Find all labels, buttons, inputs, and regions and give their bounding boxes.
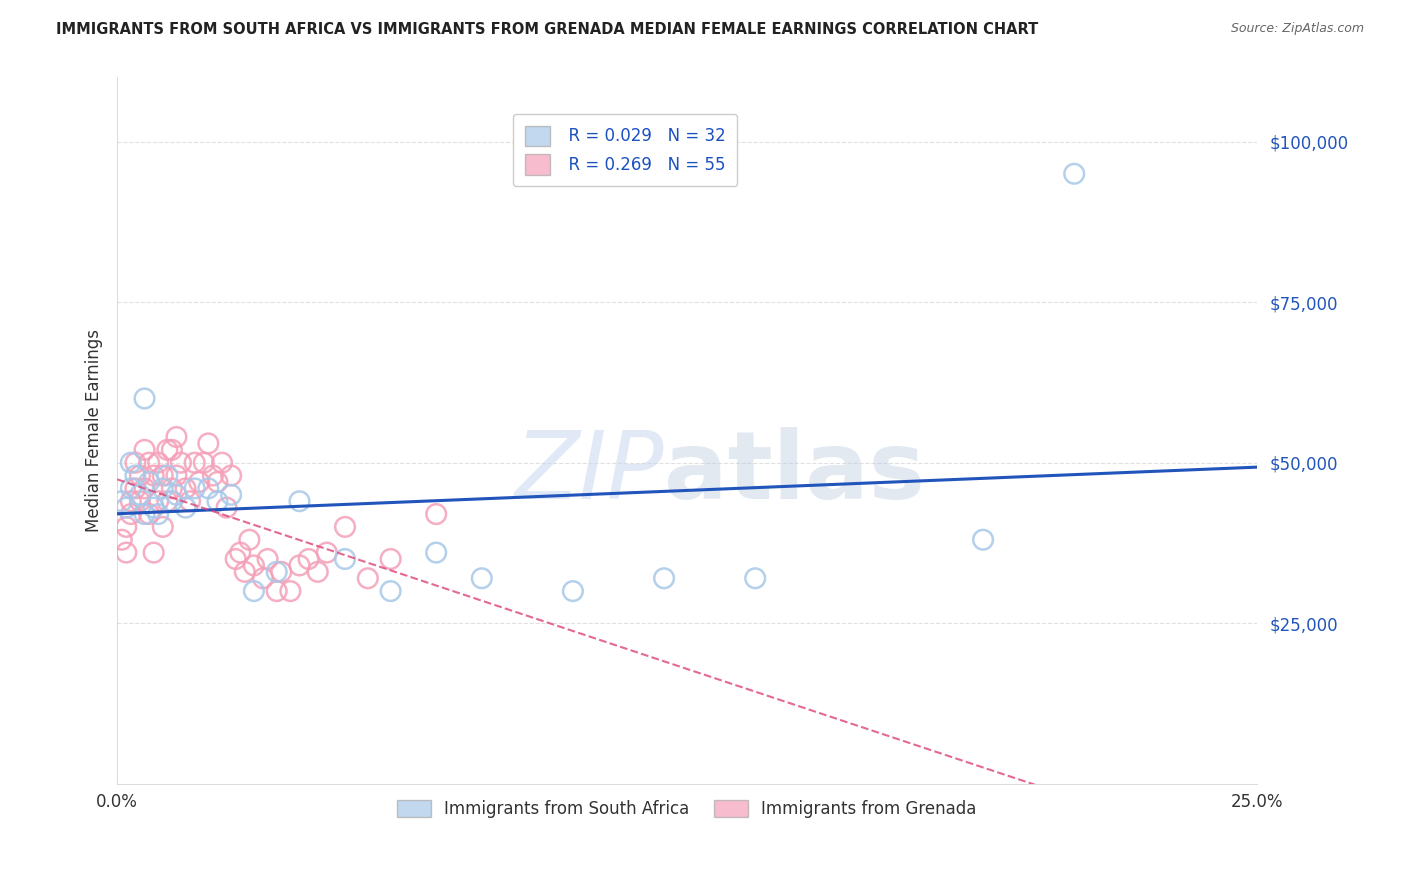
Point (148, 456, 170, 470)
Legend: Immigrants from South Africa, Immigrants from Grenada: Immigrants from South Africa, Immigrants… (391, 793, 983, 825)
Point (266, 565, 288, 579)
Point (219, 488, 242, 502)
Point (148, 494, 170, 508)
Point (243, 584, 266, 599)
Point (152, 468, 174, 483)
Point (148, 507, 170, 521)
Point (134, 507, 156, 521)
Point (197, 482, 219, 496)
Point (183, 482, 205, 496)
Point (219, 468, 242, 483)
Point (124, 456, 146, 470)
Point (142, 468, 165, 483)
Point (179, 494, 201, 508)
Point (152, 520, 174, 534)
Point (380, 552, 402, 566)
Point (188, 475, 211, 489)
Point (156, 494, 179, 508)
Point (134, 482, 156, 496)
Point (425, 545, 447, 559)
Point (225, 552, 247, 566)
Point (120, 482, 142, 496)
Point (561, 584, 583, 599)
Point (142, 500, 165, 515)
Text: ZIP: ZIP (515, 427, 664, 518)
Point (307, 565, 329, 579)
Point (193, 456, 215, 470)
Point (215, 500, 238, 515)
Point (129, 488, 152, 502)
Point (270, 565, 292, 579)
Point (134, 442, 156, 457)
Point (170, 456, 193, 470)
Point (129, 468, 152, 483)
Point (138, 456, 160, 470)
Point (160, 482, 183, 496)
Point (111, 533, 134, 547)
Point (207, 475, 229, 489)
Point (138, 507, 160, 521)
Point (252, 571, 274, 585)
Point (111, 494, 134, 508)
Point (297, 552, 319, 566)
Point (266, 584, 288, 599)
Point (197, 436, 219, 450)
Point (243, 558, 266, 573)
Point (160, 494, 183, 508)
Point (238, 533, 260, 547)
Point (115, 520, 138, 534)
Point (174, 500, 197, 515)
Point (142, 545, 165, 559)
Point (124, 482, 146, 496)
Point (160, 442, 183, 457)
Point (120, 494, 142, 508)
Text: atlas: atlas (664, 427, 925, 519)
Point (288, 494, 311, 508)
Text: IMMIGRANTS FROM SOUTH AFRICA VS IMMIGRANTS FROM GRENADA MEDIAN FEMALE EARNINGS C: IMMIGRANTS FROM SOUTH AFRICA VS IMMIGRAN… (56, 22, 1039, 37)
Point (207, 494, 229, 508)
Point (124, 468, 146, 483)
Point (357, 571, 380, 585)
Point (288, 558, 311, 573)
Point (183, 456, 205, 470)
Point (165, 430, 187, 444)
Point (229, 545, 252, 559)
Point (120, 456, 142, 470)
Point (156, 468, 179, 483)
Point (380, 584, 402, 599)
Point (115, 500, 138, 515)
Point (152, 482, 174, 496)
Point (129, 494, 152, 508)
Point (165, 488, 187, 502)
Point (333, 552, 356, 566)
Point (471, 571, 494, 585)
Point (156, 442, 179, 457)
Point (744, 571, 766, 585)
Point (174, 482, 197, 496)
Y-axis label: Median Female Earnings: Median Female Earnings (86, 329, 103, 533)
Point (315, 545, 337, 559)
Point (201, 468, 224, 483)
Point (211, 456, 233, 470)
Point (115, 545, 138, 559)
Point (425, 507, 447, 521)
Point (138, 475, 160, 489)
Point (280, 584, 302, 599)
Text: Source: ZipAtlas.com: Source: ZipAtlas.com (1230, 22, 1364, 36)
Point (652, 571, 675, 585)
Point (165, 468, 187, 483)
Point (1063, 167, 1085, 181)
Point (233, 565, 256, 579)
Point (120, 507, 142, 521)
Point (333, 520, 356, 534)
Point (256, 552, 278, 566)
Point (972, 533, 994, 547)
Point (134, 392, 156, 406)
